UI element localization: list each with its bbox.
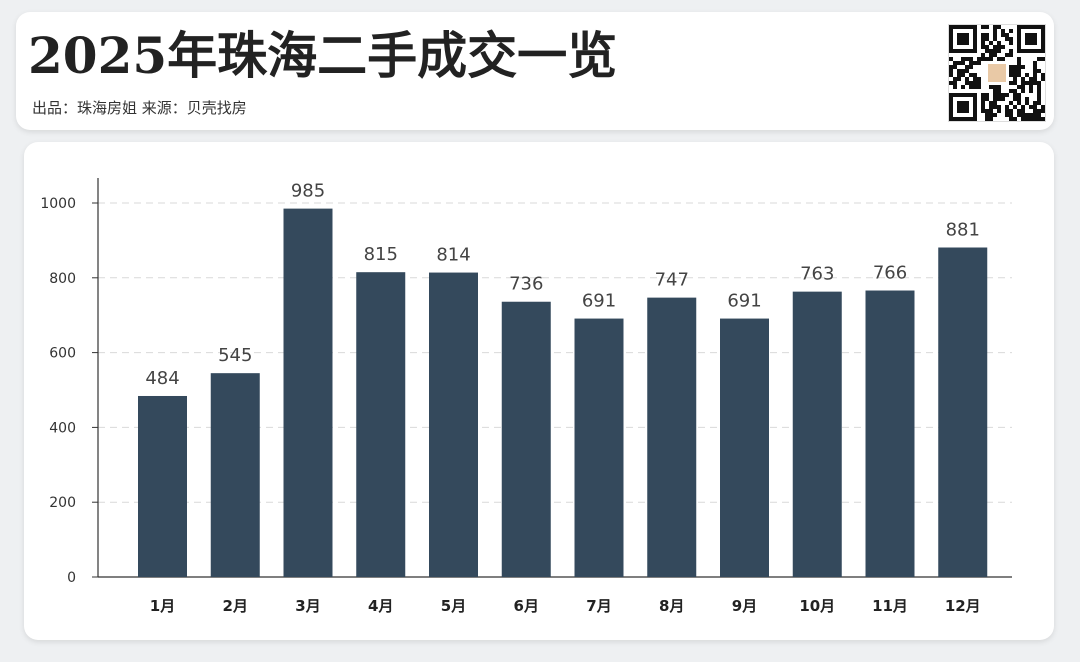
data-label: 815 [364,244,398,265]
bar [501,301,551,577]
bar [210,373,260,577]
page-title: 2025年珠海二手成交一览 [28,26,618,85]
data-label: 747 [655,270,689,291]
data-label: 881 [946,220,980,241]
x-tick-label: 7月 [586,597,611,615]
x-tick-label: 10月 [799,597,835,615]
data-label: 691 [727,291,761,312]
data-label: 691 [582,291,616,312]
bar [720,318,769,577]
data-label: 545 [218,345,252,366]
bar [792,291,842,577]
x-tick-label: 2月 [223,597,248,615]
x-tick-label: 9月 [732,597,757,615]
y-tick-label: 0 [67,570,76,586]
data-label: 985 [291,181,325,202]
page-subtitle: 出品：珠海房姐 来源：贝壳找房 [32,99,247,117]
y-tick-label: 800 [49,271,76,287]
bar [574,318,624,577]
x-tick-label: 4月 [368,597,393,615]
y-tick-label: 200 [49,495,76,511]
bar [865,290,915,577]
x-tick-label: 6月 [514,597,539,615]
x-tick-label: 12月 [945,597,981,615]
data-label: 766 [873,263,907,284]
data-label: 484 [145,368,179,389]
y-tick-label: 600 [49,346,76,362]
bar [283,208,333,578]
bar [138,395,187,577]
data-label: 814 [436,245,470,266]
bar [938,247,988,578]
qr-code-icon[interactable] [948,24,1046,122]
x-tick-label: 3月 [295,597,320,615]
qr-code-graphic [949,25,1045,121]
y-tick-label: 1000 [40,196,76,212]
bar [356,272,406,577]
bar [647,297,697,577]
data-label: 736 [509,274,543,295]
x-tick-label: 11月 [872,597,908,615]
y-tick-label: 400 [49,420,76,436]
data-label: 763 [800,264,834,285]
header-card: 2025年珠海二手成交一览 出品：珠海房姐 来源：贝壳找房 [16,12,1054,130]
bar [429,272,478,577]
x-tick-label: 5月 [441,597,466,615]
x-tick-label: 1月 [150,597,175,615]
x-tick-label: 8月 [659,597,684,615]
